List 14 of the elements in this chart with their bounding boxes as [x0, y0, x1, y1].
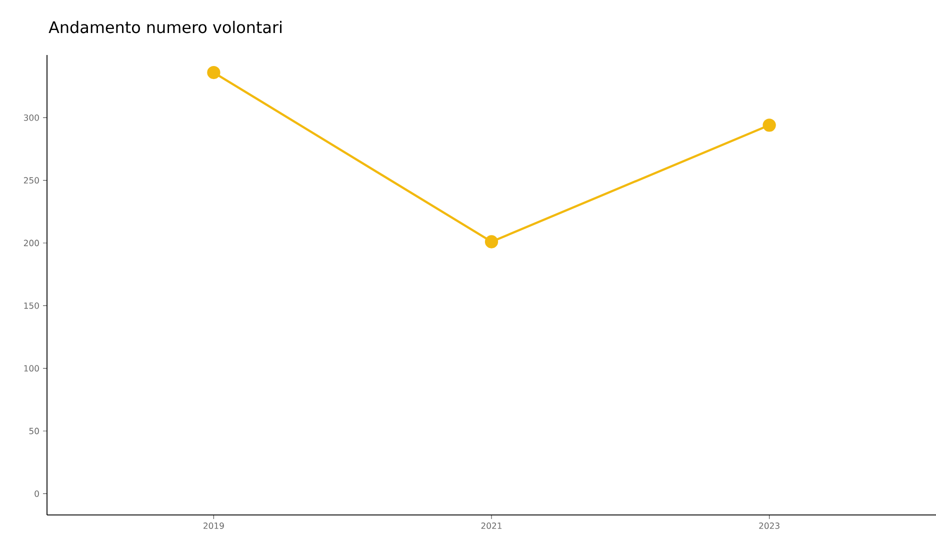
point	[762, 118, 776, 132]
y-tick-label: 0	[34, 490, 39, 497]
x-tick-label: 2023	[759, 522, 780, 529]
y-tick-label: 50	[29, 428, 39, 434]
x-tick-label: 2019	[204, 522, 224, 529]
y-tick-label: 250	[24, 177, 39, 184]
y-tick-label: 200	[24, 240, 39, 246]
y-tick-label: 300	[24, 114, 39, 121]
point	[484, 235, 498, 248]
y-tick-label: 150	[24, 302, 39, 309]
x-tick-label: 2021	[481, 522, 502, 529]
y-tick-label: 100	[24, 365, 39, 372]
point	[207, 66, 220, 80]
chart-title: Andamento numero volontari	[48, 20, 282, 34]
